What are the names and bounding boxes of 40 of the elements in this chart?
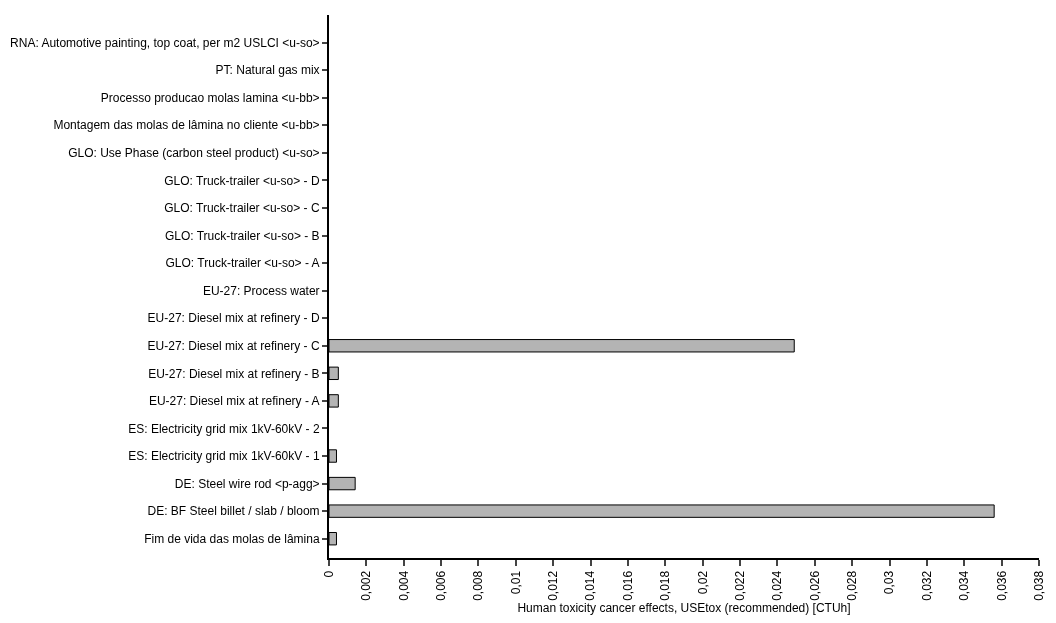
x-tick-label: 0,032 <box>919 570 934 601</box>
y-tick-label: RNA: Automotive painting, top coat, per m2 USLCI <u-so> <box>10 35 320 50</box>
x-tick-label: 0,012 <box>546 570 561 601</box>
x-tick-label: 0,016 <box>620 570 635 601</box>
x-tick-label: 0,03 <box>882 570 897 595</box>
y-tick-label: GLO: Truck-trailer <u-so> - A <box>165 256 320 271</box>
x-tick-label: 0 <box>321 570 336 578</box>
x-tick-label: 0,02 <box>695 570 710 595</box>
x-axis-title: Human toxicity cancer effects, USEtox (recommended) [CTUh] <box>517 601 851 616</box>
y-tick-label: EU-27: Diesel mix at refinery - C <box>147 338 320 353</box>
x-tick-label: 0,018 <box>658 570 673 601</box>
y-tick-label: Processo producao molas lamina <u-bb> <box>100 90 320 105</box>
x-tick-label: 0,008 <box>471 570 486 601</box>
y-tick-label: GLO: Truck-trailer <u-so> - C <box>164 201 320 216</box>
y-tick-label: DE: Steel wire rod <p-agg> <box>174 476 320 491</box>
x-tick-label: 0,002 <box>359 570 374 601</box>
y-tick-label: EU-27: Diesel mix at refinery - B <box>148 366 320 381</box>
x-tick-label: 0,014 <box>583 570 598 601</box>
x-tick-label: 0,022 <box>732 570 747 601</box>
x-tick-label: 0,006 <box>434 570 449 601</box>
y-tick-label: Montagem das molas de lâmina no cliente <u-bb> <box>53 118 320 133</box>
y-tick-label: Fim de vida das molas de lâmina <box>144 531 320 546</box>
x-tick-label: 0,004 <box>396 570 411 601</box>
y-tick-label: ES: Electricity grid mix 1kV-60kV - 1 <box>128 449 320 464</box>
y-tick-label: PT: Natural gas mix <box>215 63 320 78</box>
x-tick-label: 0,036 <box>994 570 1009 601</box>
x-tick-label: 0,024 <box>770 570 785 601</box>
y-tick-label: GLO: Truck-trailer <u-so> - D <box>164 173 320 188</box>
y-tick-label: DE: BF Steel billet / slab / bloom <box>147 504 320 519</box>
x-tick-label: 0,026 <box>807 570 822 601</box>
y-tick-label: ES: Electricity grid mix 1kV-60kV - 2 <box>128 421 320 436</box>
x-tick-label: 0,01 <box>508 570 523 595</box>
y-tick-label: EU-27: Diesel mix at refinery - A <box>148 394 320 409</box>
y-tick-label: EU-27: Process water <box>202 283 320 298</box>
x-tick-label: 0,034 <box>957 570 972 601</box>
x-tick-label: 0,028 <box>845 570 860 601</box>
y-tick-label: EU-27: Diesel mix at refinery - D <box>147 311 320 326</box>
y-tick-label: GLO: Use Phase (carbon steel product) <u-so> <box>68 146 320 161</box>
x-tick-label: 0,038 <box>1031 570 1046 601</box>
y-tick-label: GLO: Truck-trailer <u-so> - B <box>164 228 320 243</box>
